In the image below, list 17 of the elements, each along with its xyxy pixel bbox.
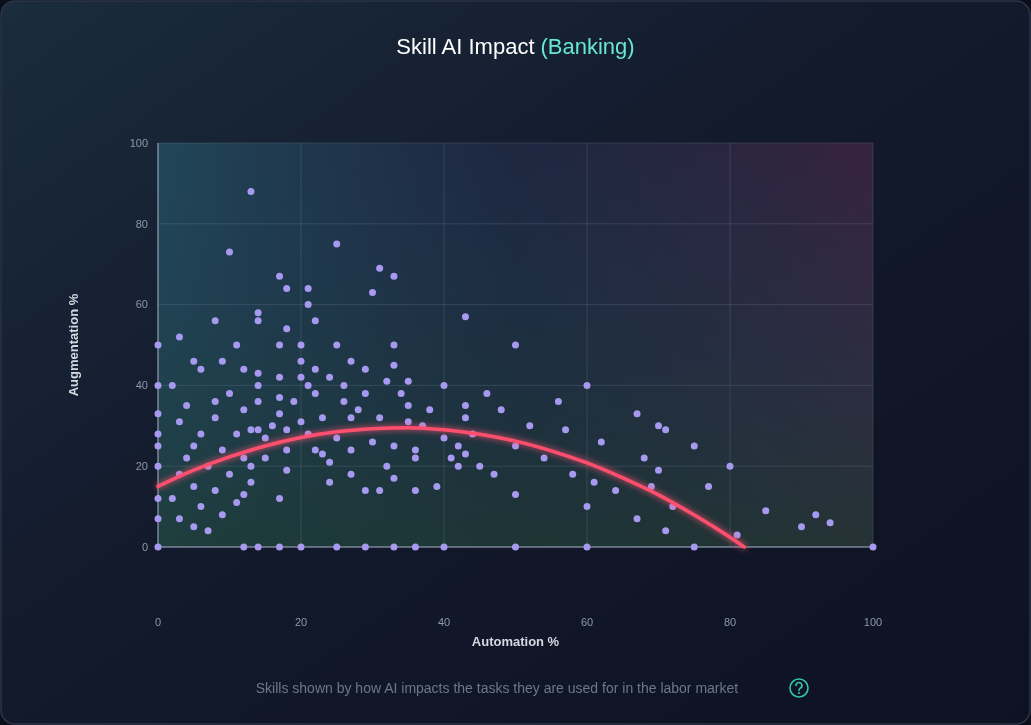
- y-axis-title: Augmentation %: [66, 293, 81, 397]
- x-tick-label: 40: [437, 616, 451, 628]
- y-tick-label: 80: [135, 217, 148, 230]
- x-tick-label: 20: [294, 616, 308, 628]
- y-tick-label: 0: [141, 540, 148, 553]
- x-axis-title: Automation %: [471, 634, 560, 649]
- x-tick-label: 60: [580, 616, 594, 628]
- y-tick-label: 40: [135, 379, 148, 392]
- text: Skills shown by how AI impacts the tasks they are used for in the labor market: [255, 680, 739, 696]
- x-tick-label: 80: [723, 616, 737, 628]
- y-tick-label: 20: [135, 460, 148, 473]
- chart-subtitle: (Banking): [540, 34, 635, 59]
- x-tick-label: 0: [154, 616, 162, 628]
- x-tick-label: 100: [863, 616, 883, 628]
- y-tick-label: 100: [129, 136, 148, 149]
- chart-title: Skill AI Impact: [396, 34, 535, 59]
- y-tick-label: 60: [135, 298, 148, 311]
